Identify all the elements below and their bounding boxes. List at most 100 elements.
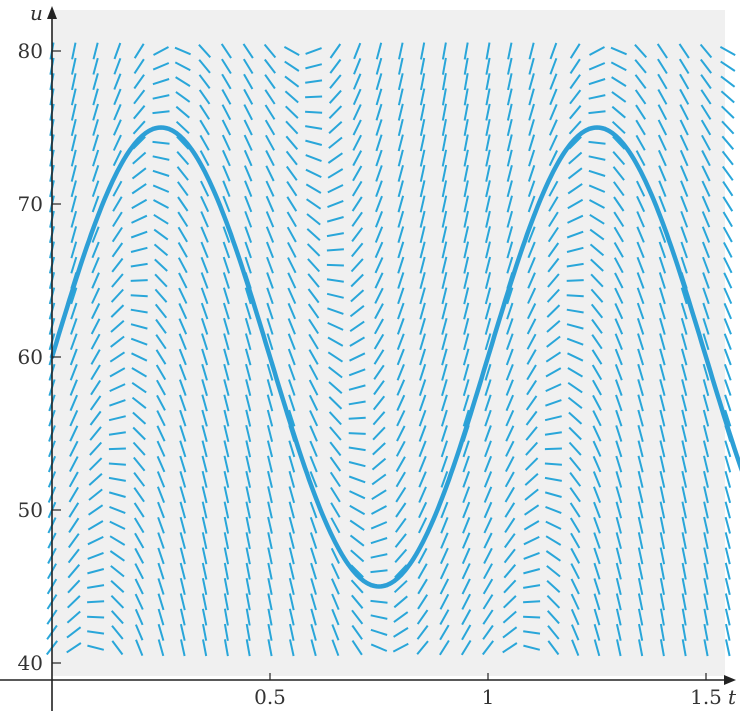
field-segment <box>462 517 471 534</box>
field-segment <box>658 302 666 320</box>
field-segment <box>174 46 191 56</box>
field-segment <box>484 256 492 274</box>
field-segment <box>287 333 296 350</box>
field-segment <box>658 180 667 197</box>
field-segment <box>546 320 561 333</box>
field-segment <box>326 292 344 299</box>
field-segment <box>70 318 78 335</box>
field-segment <box>724 593 731 611</box>
field-segment <box>223 623 229 641</box>
field-segment <box>288 547 295 565</box>
field-segment <box>66 626 82 639</box>
field-segment <box>308 379 319 396</box>
field-segment <box>328 105 343 120</box>
field-segment <box>679 88 690 105</box>
field-segment <box>566 279 584 282</box>
field-segment <box>394 548 408 563</box>
y-tick-label: 50 <box>18 498 43 522</box>
field-segment <box>723 318 732 335</box>
field-segment <box>396 364 405 381</box>
field-segment <box>527 180 536 198</box>
field-segment <box>266 333 274 351</box>
field-segment <box>681 470 688 488</box>
field-segment <box>309 501 318 519</box>
field-segment <box>592 410 602 427</box>
field-segment <box>397 149 404 167</box>
field-segment <box>157 593 165 611</box>
field-segment <box>267 623 273 641</box>
field-segment <box>327 307 344 315</box>
field-segment <box>461 624 472 641</box>
field-segment <box>659 547 666 565</box>
field-segment <box>245 639 251 657</box>
field-segment <box>152 94 170 100</box>
field-segment <box>375 57 383 75</box>
field-segment <box>244 226 253 243</box>
field-segment <box>221 134 231 151</box>
field-segment <box>397 73 404 91</box>
field-segment <box>305 47 322 55</box>
field-segment <box>701 150 711 167</box>
field-segment <box>306 243 321 257</box>
field-segment <box>506 210 514 228</box>
field-segment <box>223 440 230 458</box>
field-segment <box>375 134 383 152</box>
field-segment <box>131 396 147 409</box>
field-segment <box>439 593 450 610</box>
field-segment <box>109 383 126 393</box>
field-segment <box>723 302 733 320</box>
y-axis-label: u <box>30 1 43 25</box>
field-segment <box>505 333 514 351</box>
field-segment <box>615 547 622 565</box>
field-segment <box>724 516 731 534</box>
field-segment <box>201 379 208 397</box>
field-segment <box>307 303 320 319</box>
field-segment <box>287 348 296 366</box>
field-segment <box>155 318 167 334</box>
field-segment <box>245 562 251 580</box>
field-segment <box>588 62 606 71</box>
field-segment <box>590 273 604 288</box>
field-segment <box>526 333 537 350</box>
field-segment <box>287 302 297 320</box>
field-segment <box>614 302 624 320</box>
field-segment <box>245 593 251 611</box>
field-segment <box>305 168 322 179</box>
field-segment <box>152 184 170 193</box>
field-segment <box>155 334 167 350</box>
field-segment <box>570 608 580 626</box>
field-segment <box>615 471 623 488</box>
field-segment <box>615 623 622 641</box>
field-segment <box>592 471 602 488</box>
field-segment <box>418 394 427 412</box>
field-segment <box>134 547 145 564</box>
field-segment <box>243 165 253 182</box>
field-segment <box>201 608 208 626</box>
field-segment <box>548 180 559 197</box>
field-segment <box>461 563 471 580</box>
field-segment <box>636 256 645 274</box>
field-segment <box>637 440 644 458</box>
field-segment <box>484 333 492 351</box>
field-segment <box>156 471 166 488</box>
field-segment <box>285 135 299 150</box>
field-segment <box>545 399 562 407</box>
field-segment <box>722 226 733 243</box>
field-segment <box>287 318 296 335</box>
field-segment <box>134 624 144 641</box>
field-segment <box>133 105 146 120</box>
field-segment <box>352 88 362 106</box>
field-segment <box>419 180 426 198</box>
field-segment <box>223 348 230 366</box>
field-segment <box>133 456 146 472</box>
field-segment <box>200 195 210 213</box>
field-segment <box>288 501 295 519</box>
field-segment <box>350 273 364 288</box>
field-segment <box>418 501 428 519</box>
field-segment <box>266 425 274 442</box>
field-segment <box>132 426 146 441</box>
field-segment <box>528 57 535 75</box>
field-segment <box>221 73 232 90</box>
field-segment <box>152 140 170 145</box>
field-segment <box>131 183 147 195</box>
